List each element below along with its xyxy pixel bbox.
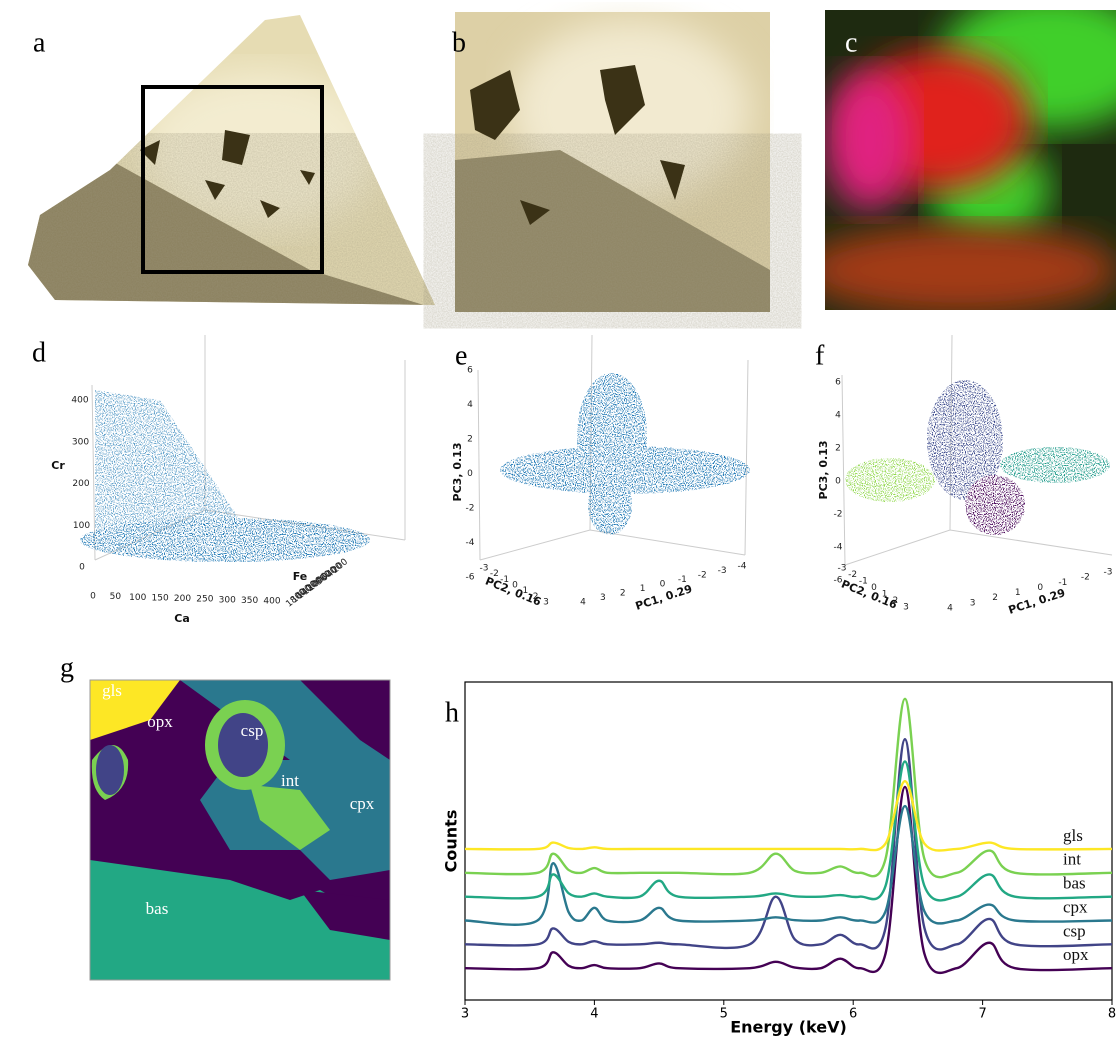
panel-label: d [32, 337, 46, 368]
x-tick-label: 3 [461, 1007, 469, 1022]
x-tick-label: 8 [1108, 1007, 1116, 1022]
tick-label: 50 [110, 592, 122, 602]
tick-label: 100 [129, 593, 146, 603]
phase-label: bas [146, 899, 169, 918]
tick-label: -2 [848, 570, 857, 580]
phase-label: csp [241, 721, 264, 740]
axis-label: PC2, 0.16 [839, 577, 899, 611]
tick-label: 3 [543, 598, 549, 608]
tick-label: -2 [698, 571, 707, 581]
tick-label: 150 [152, 593, 169, 603]
axis-label: PC3, 0.13 [817, 441, 830, 500]
spectrum-line [465, 699, 1112, 877]
tick-label: 0 [79, 563, 85, 573]
tick-label: 400 [263, 597, 280, 607]
photo-b [455, 12, 770, 312]
spectrum-line [465, 762, 1112, 901]
panel-label: a [33, 27, 46, 58]
panel-label: c [845, 27, 857, 58]
tick-label: 3 [600, 593, 606, 603]
x-tick-label: 5 [720, 1007, 728, 1022]
phase-label: opx [147, 712, 173, 731]
tick-label: -6 [466, 573, 475, 583]
spectrum-line [465, 781, 1112, 850]
tick-label: -2 [1081, 573, 1090, 583]
tick-label: -2 [466, 504, 475, 514]
tick-label: 2 [992, 593, 998, 603]
panel-label: g [60, 652, 74, 683]
plot-frame [465, 682, 1112, 1000]
scatter-clouds [80, 373, 1110, 562]
tick-label: 4 [835, 411, 841, 421]
tick-label: -6 [834, 576, 843, 586]
phase-label: cpx [350, 794, 375, 813]
tick-label: -4 [834, 543, 843, 553]
tick-label: 1 [640, 584, 646, 594]
tick-label: 0 [835, 477, 841, 487]
phase-label: int [281, 771, 299, 790]
figure: abcdefgh050100150200250300350400Ca200400… [0, 0, 1116, 1038]
y-axis-label: Counts [442, 810, 461, 873]
tick-label: 2 [467, 435, 473, 445]
tick-label: -3 [838, 564, 847, 574]
panel-label: b [452, 27, 466, 58]
panel-label: f [815, 340, 825, 371]
legend-label: csp [1063, 921, 1086, 940]
tick-label: 250 [196, 595, 213, 605]
x-tick-label: 7 [978, 1007, 986, 1022]
tick-label: -3 [718, 566, 727, 576]
x-axis-label: Energy (keV) [730, 1018, 847, 1037]
tick-label: -4 [738, 562, 747, 572]
tick-label: 200 [72, 479, 89, 489]
tick-label: 100 [73, 521, 90, 531]
tick-label: 0 [467, 469, 473, 479]
legend-label: cpx [1063, 897, 1088, 916]
tick-label: -3 [1104, 568, 1113, 578]
panel-label: h [445, 697, 459, 728]
tick-label: 6 [467, 366, 473, 376]
tick-label: -4 [466, 538, 475, 548]
tick-label: 4 [580, 598, 586, 608]
page: {"panel_labels": ["a", "b", "c", "d", "e… [0, 0, 1116, 1042]
x-tick-label: 4 [590, 1007, 598, 1022]
tick-label: 1 [1015, 588, 1021, 598]
axis-label: Cr [51, 459, 65, 472]
tick-label: 0 [90, 592, 96, 602]
panel-label: e [455, 340, 467, 371]
tick-label: 300 [72, 437, 89, 447]
legend-label: opx [1063, 945, 1089, 964]
tick-label: 2 [620, 589, 626, 599]
tick-label: 0 [660, 580, 666, 590]
legend-label: int [1063, 850, 1081, 869]
tick-label: 3 [970, 598, 976, 608]
tick-label: -3 [480, 564, 489, 574]
tick-label: -2 [834, 510, 843, 520]
tick-label: 3 [903, 603, 909, 613]
tick-label: 2 [835, 444, 841, 454]
tick-label: 4 [467, 400, 473, 410]
axis-label: PC3, 0.13 [451, 443, 464, 502]
legend-label: bas [1063, 874, 1086, 893]
x-tick-label: 6 [849, 1007, 857, 1022]
axis-label: Fe [293, 570, 308, 583]
tick-label: 400 [71, 396, 88, 406]
legend-label: gls [1063, 826, 1083, 845]
tick-label: 300 [219, 595, 236, 605]
phase-label: gls [102, 681, 122, 700]
tick-label: 6 [835, 378, 841, 388]
tick-label: 200 [174, 594, 191, 604]
tick-label: 4 [947, 604, 953, 614]
axis-label: Ca [174, 612, 190, 625]
photo-a [20, 15, 440, 320]
tick-label: 0 [1037, 583, 1043, 593]
tick-label: 350 [241, 596, 258, 606]
